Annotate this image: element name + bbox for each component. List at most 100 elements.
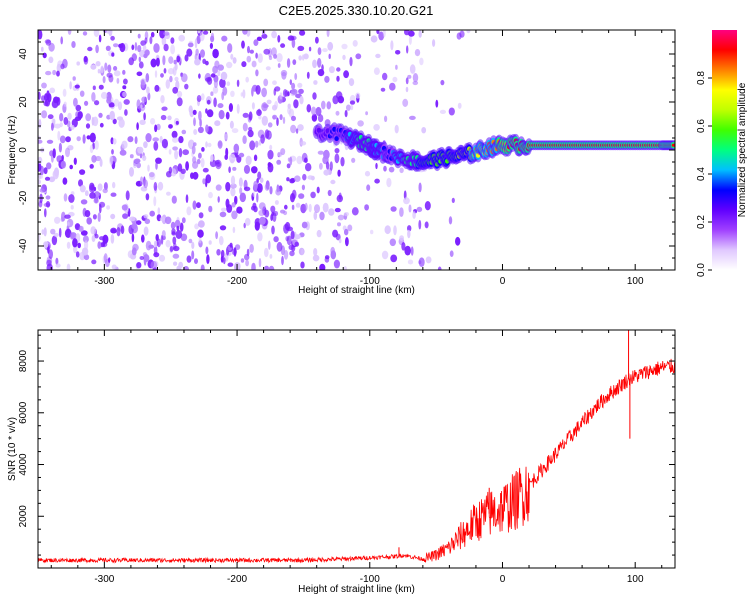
- noise-blob: [203, 30, 209, 35]
- noise-blob: [143, 226, 149, 236]
- noise-blob: [243, 222, 246, 229]
- noise-blob: [168, 166, 173, 174]
- noise-blob: [257, 53, 263, 63]
- noise-blob: [236, 103, 240, 114]
- noise-blob: [231, 210, 238, 220]
- noise-blob: [267, 162, 274, 173]
- noise-blob: [230, 187, 236, 197]
- noise-blob: [394, 124, 399, 134]
- colorbar: [712, 30, 737, 270]
- noise-blob: [335, 110, 340, 116]
- noise-blob: [247, 45, 250, 54]
- noise-blob: [38, 30, 43, 40]
- y-axis-label: SNR (10 * v/v): [7, 417, 18, 481]
- noise-blob: [249, 49, 254, 54]
- noise-blob: [263, 78, 269, 87]
- noise-blob: [249, 140, 256, 151]
- noise-blob: [128, 57, 134, 66]
- noise-blob: [399, 235, 404, 242]
- noise-blob: [373, 124, 380, 131]
- noise-blob: [170, 37, 175, 44]
- noise-blob: [407, 259, 414, 265]
- noise-blob: [172, 146, 179, 151]
- colorbar-tick-label: 0.2: [696, 215, 707, 229]
- noise-blob: [180, 168, 186, 174]
- noise-blob: [56, 70, 60, 77]
- noise-blob: [300, 261, 305, 269]
- noise-blob: [143, 214, 149, 219]
- noise-blob: [349, 100, 356, 105]
- noise-blob: [276, 159, 282, 165]
- noise-blob: [225, 111, 230, 120]
- noise-blob: [105, 30, 112, 34]
- noise-blob: [239, 187, 243, 195]
- noise-blob: [299, 95, 304, 105]
- noise-blob: [261, 87, 267, 98]
- noise-blob: [271, 211, 275, 216]
- noise-blob: [91, 259, 97, 265]
- noise-blob: [459, 30, 465, 38]
- noise-blob: [131, 222, 138, 230]
- noise-blob: [112, 118, 117, 125]
- noise-blob: [205, 141, 208, 148]
- noise-blob: [136, 122, 139, 131]
- noise-blob: [258, 202, 266, 211]
- noise-blob: [60, 160, 67, 169]
- noise-blob: [336, 67, 341, 72]
- noise-blob: [215, 231, 219, 240]
- noise-blob: [97, 241, 102, 249]
- noise-blob: [280, 209, 286, 214]
- noise-blob: [63, 101, 67, 107]
- noise-blob: [319, 162, 323, 170]
- noise-blob: [272, 115, 276, 120]
- noise-blob: [230, 90, 235, 98]
- noise-blob: [38, 233, 41, 242]
- noise-blob: [93, 198, 99, 204]
- noise-blob: [408, 30, 415, 37]
- noise-blob: [440, 79, 445, 86]
- noise-blob: [79, 169, 86, 175]
- noise-blob: [370, 229, 374, 235]
- noise-blob: [277, 35, 281, 43]
- noise-blob: [97, 212, 101, 222]
- noise-blob: [102, 76, 106, 84]
- noise-blob: [59, 122, 63, 128]
- noise-blob: [48, 56, 54, 64]
- noise-blob: [300, 141, 307, 146]
- noise-blob: [207, 76, 213, 85]
- noise-blob: [407, 229, 411, 239]
- noise-blob: [342, 54, 346, 61]
- noise-blob: [119, 42, 126, 53]
- noise-blob: [187, 42, 194, 48]
- noise-blob: [79, 90, 85, 97]
- noise-blob: [138, 61, 144, 69]
- noise-blob: [425, 256, 432, 264]
- noise-blob: [159, 30, 166, 39]
- y-tick-label: 8000: [18, 349, 29, 372]
- noise-blob: [153, 141, 159, 151]
- noise-blob: [241, 40, 245, 49]
- noise-blob: [314, 204, 320, 214]
- noise-blob: [60, 63, 65, 70]
- noise-blob: [84, 190, 89, 197]
- noise-blob: [193, 142, 197, 147]
- noise-blob: [306, 104, 312, 113]
- noise-blob: [155, 161, 158, 170]
- noise-blob: [223, 257, 226, 265]
- noise-blob: [312, 254, 320, 262]
- noise-blob: [208, 191, 213, 199]
- noise-blob: [99, 203, 102, 214]
- noise-blob: [170, 44, 176, 55]
- noise-blob: [176, 97, 183, 107]
- noise-blob: [122, 213, 129, 219]
- noise-blob: [224, 133, 228, 140]
- noise-blob: [60, 216, 65, 222]
- noise-blob: [370, 35, 378, 43]
- noise-blob: [390, 40, 394, 51]
- noise-blob: [214, 120, 221, 127]
- noise-blob: [329, 161, 333, 171]
- noise-blob: [66, 241, 71, 249]
- noise-blob: [89, 144, 94, 154]
- noise-blob: [82, 134, 86, 144]
- noise-blob: [136, 220, 142, 226]
